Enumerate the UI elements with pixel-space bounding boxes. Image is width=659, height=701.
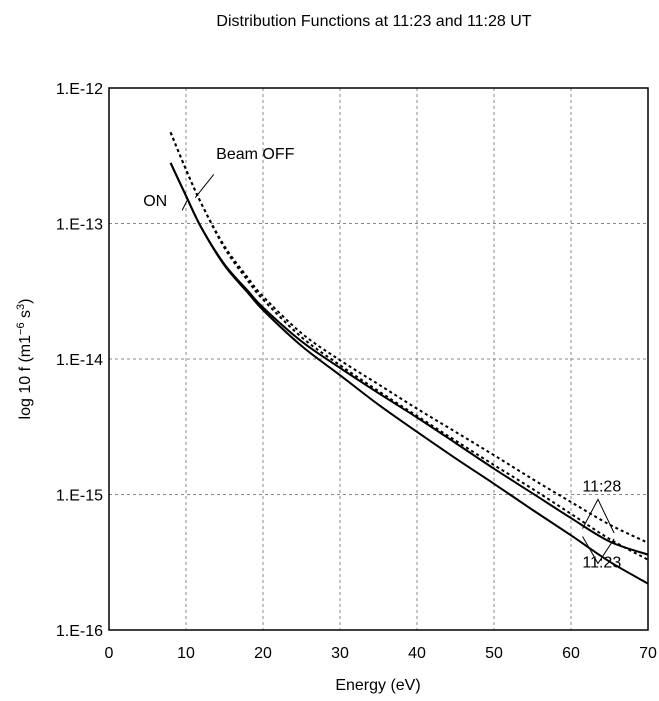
x-axis-label: Energy (eV) bbox=[335, 677, 420, 694]
y-tick-label: 1.E-15 bbox=[56, 488, 103, 505]
y-axis-label-main: log 10 f (m1 bbox=[17, 335, 34, 420]
on-leader bbox=[181, 199, 188, 211]
x-tick-label: 50 bbox=[485, 645, 503, 662]
plot-frame bbox=[108, 87, 649, 631]
series-line-2-solid bbox=[169, 162, 649, 585]
x-tick-label: 70 bbox=[639, 645, 657, 662]
y-axis-label-sup1: −6 bbox=[15, 322, 27, 335]
x-tick-labels: 0 10 20 30 40 50 60 70 bbox=[105, 645, 657, 662]
y-tick-labels: 1.E-12 1.E-13 1.E-14 1.E-15 1.E-16 bbox=[56, 81, 103, 640]
11-28-bracket bbox=[582, 498, 615, 534]
series-layer bbox=[169, 132, 649, 585]
beam-off-leader bbox=[194, 174, 215, 199]
y-axis-label-sup2: 3 bbox=[15, 304, 27, 310]
annotation-leader-lines bbox=[181, 174, 615, 565]
series-line-3-dashed bbox=[169, 132, 649, 544]
y-tick-label: 1.E-14 bbox=[56, 352, 103, 369]
y-axis-label-end: ) bbox=[17, 299, 34, 304]
x-tick-label: 30 bbox=[331, 645, 349, 662]
x-tick-label: 10 bbox=[177, 645, 195, 662]
annotation-on: ON bbox=[143, 193, 167, 210]
annotation-11-28: 11:28 bbox=[582, 479, 621, 496]
y-axis-label-mid: s bbox=[17, 310, 34, 322]
chart-title: Distribution Functions at 11:23 and 11:2… bbox=[216, 13, 531, 30]
y-axis-label: log 10 f (m1−6 s3) bbox=[15, 299, 34, 420]
annotation-beam-off: Beam OFF bbox=[216, 146, 294, 163]
annotation-11-23: 11:23 bbox=[582, 554, 621, 571]
x-tick-label: 0 bbox=[105, 645, 114, 662]
series-line-4-dashed bbox=[169, 132, 649, 561]
y-tick-label: 1.E-12 bbox=[56, 81, 103, 98]
y-tick-label: 1.E-13 bbox=[56, 217, 103, 234]
x-tick-label: 40 bbox=[408, 645, 426, 662]
grid-layer bbox=[109, 88, 648, 630]
y-tick-label: 1.E-16 bbox=[56, 623, 103, 640]
x-tick-label: 60 bbox=[562, 645, 580, 662]
annotations: Beam OFF ON 11:28 11:23 bbox=[143, 146, 621, 571]
11-23-bracket bbox=[582, 536, 615, 565]
x-tick-label: 20 bbox=[254, 645, 272, 662]
